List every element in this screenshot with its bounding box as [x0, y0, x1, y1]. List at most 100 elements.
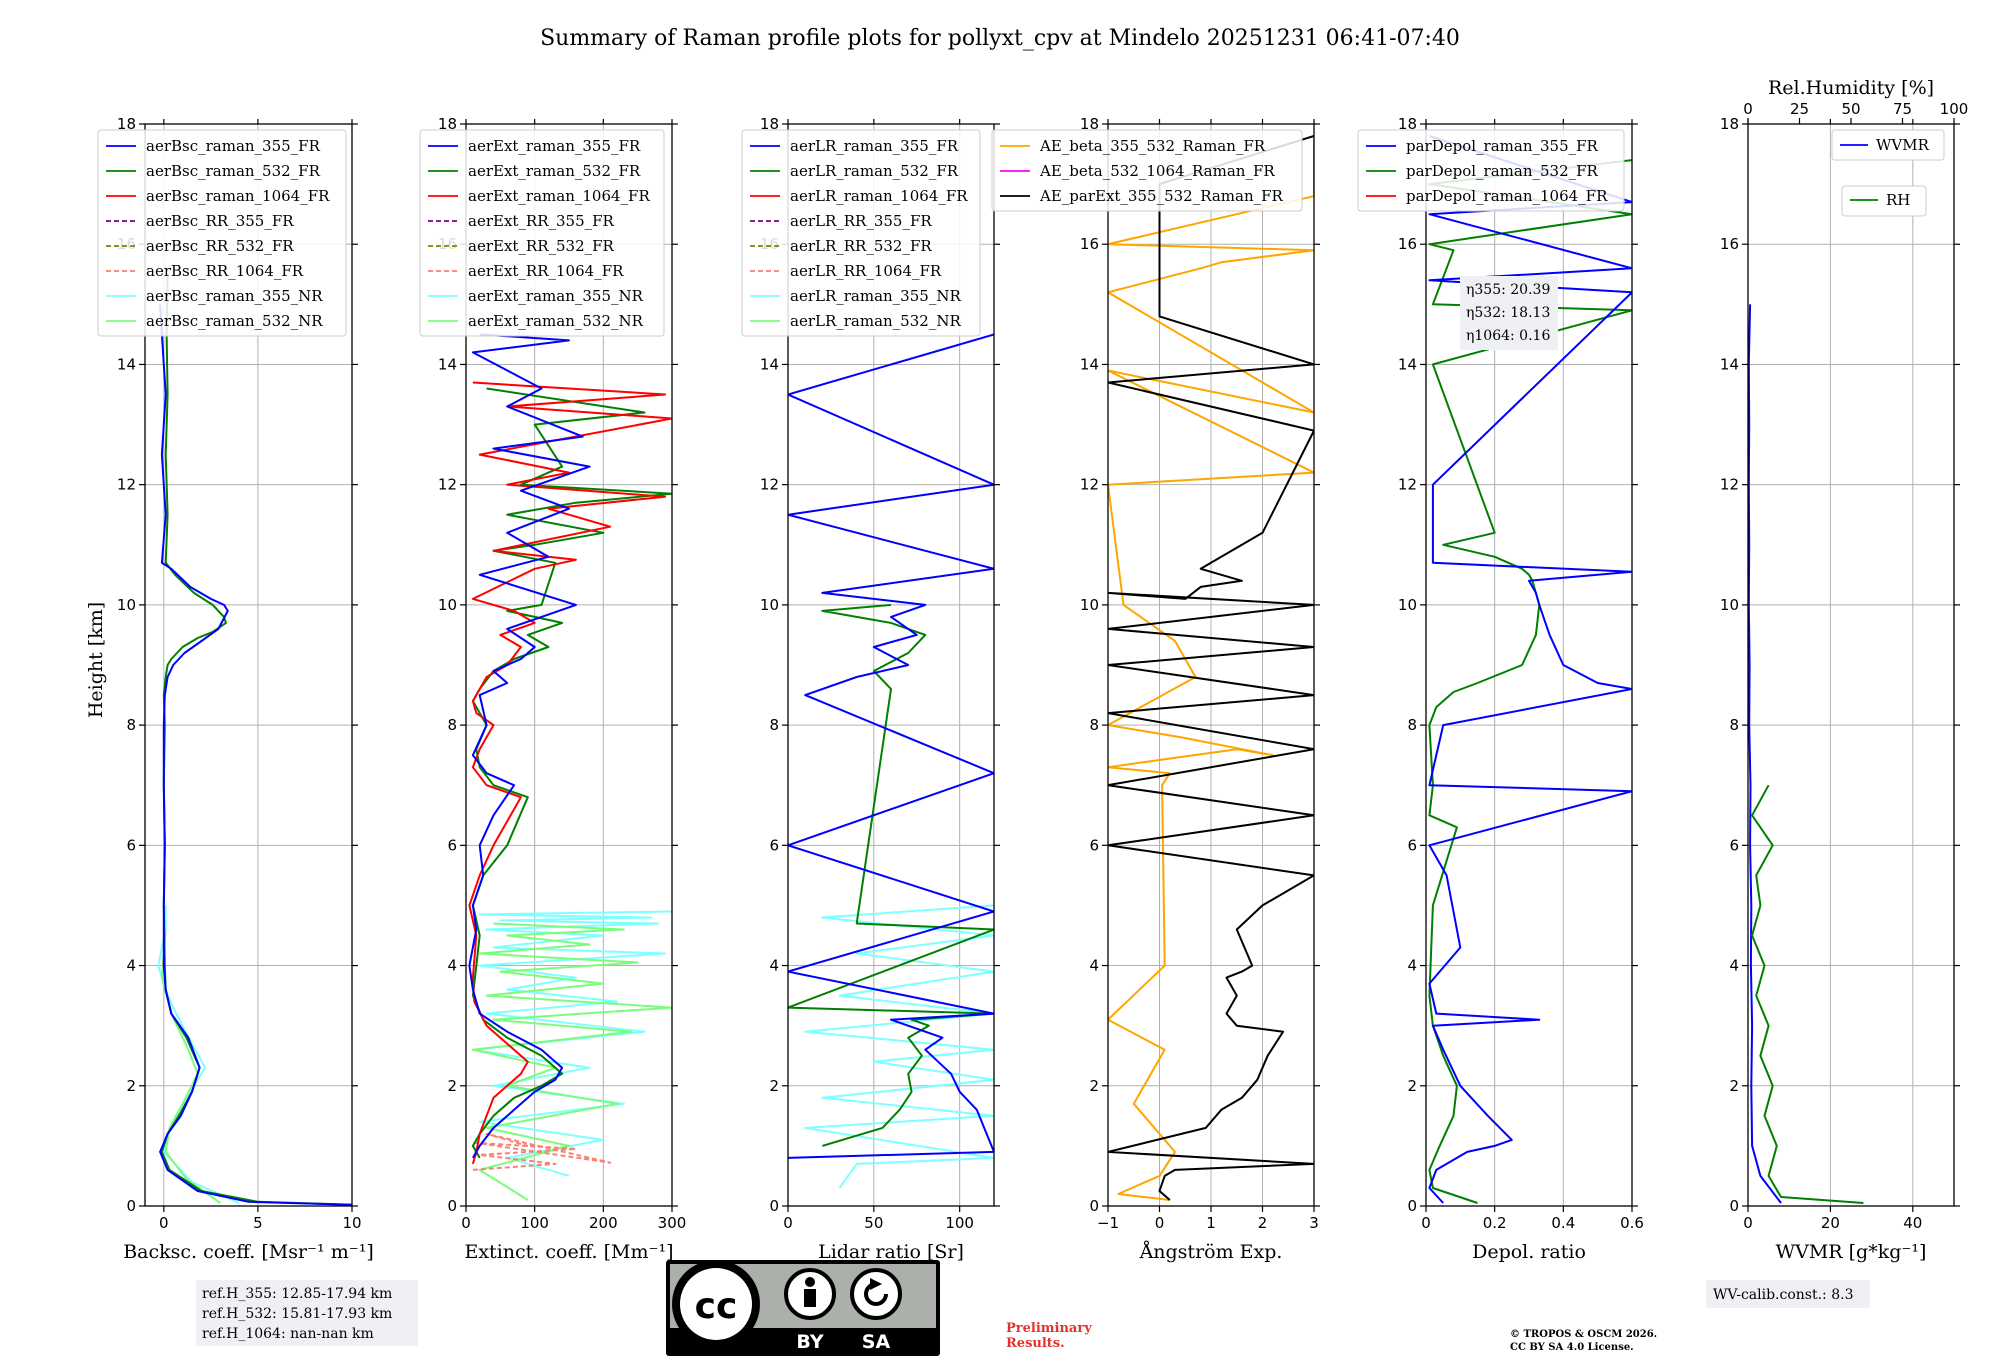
x-tick-label: 100 — [520, 1214, 549, 1232]
eta-label: η532: 18.13 — [1466, 305, 1550, 321]
eta-box — [1460, 276, 1558, 350]
legend-label: AE_parExt_355_532_Raman_FR — [1039, 187, 1284, 205]
y-tick-label: 6 — [1089, 836, 1099, 854]
series-group — [1108, 135, 1314, 1201]
y-tick-label: 14 — [438, 355, 457, 373]
legend-label: aerLR_raman_355_FR — [790, 137, 959, 155]
series-line-aerLR_raman_532_FR — [788, 603, 994, 1147]
legend-label-wvmr: WVMR — [1876, 136, 1930, 154]
x-tick-label: 10 — [342, 1214, 361, 1232]
cc-circle-inner — [680, 1268, 752, 1340]
ref-h-532: ref.H_532: 15.81-17.93 km — [202, 1306, 392, 1322]
y-tick-label: 2 — [1089, 1077, 1099, 1095]
x2-axis-label: Rel.Humidity [%] — [1768, 77, 1934, 99]
x-tick-label: 0.2 — [1483, 1214, 1507, 1232]
series-group — [1748, 304, 1864, 1204]
y-tick-label: 2 — [769, 1077, 779, 1095]
legend-label: aerBsc_RR_1064_FR — [146, 262, 304, 280]
axes-frame — [1425, 123, 1633, 1207]
y-tick-label: 12 — [1398, 476, 1417, 494]
legend-label: aerLR_RR_532_FR — [790, 237, 932, 255]
legend-label: parDepol_raman_1064_FR — [1406, 187, 1608, 205]
y-tick-label: 18 — [1398, 115, 1417, 133]
sa-label: SA — [862, 1331, 891, 1353]
legend-box-wvmr — [1831, 129, 1945, 161]
y-tick-label: 14 — [1398, 355, 1417, 373]
y-tick-label: 10 — [1398, 596, 1417, 614]
series-line-aerLR_raman_355_NR — [804, 904, 994, 1189]
series-line-aerExt_RR_1064_FR — [472, 1132, 612, 1171]
panel-depol: 0 0.2 0.4 0.6 0 2 4 6 8 10 12 14 16 18 Depol. ratio par… — [1357, 115, 1644, 1263]
y-tick-label: 6 — [769, 836, 779, 854]
y-tick-label: 12 — [438, 476, 457, 494]
x-tick-label: 0 — [159, 1214, 169, 1232]
legend-box — [1357, 129, 1625, 212]
preliminary-line-1: Preliminary — [1006, 1321, 1092, 1336]
sa-icon-arrow — [870, 1278, 882, 1290]
y-tick-label: 8 — [769, 716, 779, 734]
x-tick-label: 20 — [1821, 1214, 1840, 1232]
series-line-AE_beta_355_532_Raman_FR — [1108, 136, 1314, 1201]
y-tick-label: 0 — [1089, 1197, 1099, 1215]
legend-label: aerBsc_RR_532_FR — [146, 237, 294, 255]
x-tick-label: 5 — [253, 1214, 263, 1232]
y-tick-label: 12 — [760, 476, 779, 494]
x-tick-label: 0 — [461, 1214, 471, 1232]
series-line-parDepol_raman_355_FR — [1428, 135, 1632, 1204]
x2-tick-label: 100 — [1940, 100, 1969, 118]
ref-h-355: ref.H_355: 12.85-17.94 km — [202, 1286, 392, 1302]
y-tick-label: 0 — [1407, 1197, 1417, 1215]
axes-frame — [1747, 123, 1955, 1207]
wv-calib-box: WV-calib.const.: 8.3 — [1706, 1280, 1870, 1308]
copyright-line-2: CC BY SA 4.0 License. — [1510, 1342, 1634, 1353]
x-axis-label: Depol. ratio — [1472, 1241, 1586, 1263]
panel-bsc: 0510024681012141618Backsc. coeff. [Msr⁻¹… — [97, 115, 374, 1263]
y-tick-label: 12 — [1720, 476, 1739, 494]
legend-label: aerExt_raman_355_NR — [468, 287, 644, 305]
x-axis-label: Ångström Exp. — [1139, 1241, 1283, 1263]
y-tick-label: 14 — [760, 355, 779, 373]
series-group — [157, 274, 352, 1206]
x-tick-label: 50 — [864, 1214, 883, 1232]
legend-bsc: aerBsc_raman_355_FR aerBsc_raman_532_FRae… — [97, 129, 347, 337]
y-tick-label: 10 — [117, 596, 136, 614]
y-tick-label: 2 — [447, 1077, 457, 1095]
series-line-aerBsc_raman_532_NR — [160, 929, 221, 1204]
y-tick-label: 10 — [760, 596, 779, 614]
legend-label: aerLR_raman_532_FR — [790, 162, 959, 180]
legend-label: aerLR_raman_532_NR — [790, 312, 961, 330]
y-tick-label: 8 — [126, 716, 136, 734]
x-tick-label: 2 — [1258, 1214, 1268, 1232]
legend-label: aerBsc_raman_355_NR — [146, 287, 323, 305]
x-axis-label: Extinct. coeff. [Mm⁻¹] — [464, 1241, 673, 1263]
series-line-aerExt_raman_1064_FR — [468, 381, 672, 1165]
y-tick-label: 18 — [760, 115, 779, 133]
series-line-aerExt_raman_355_FR — [468, 333, 591, 1159]
y-tick-label: 14 — [117, 355, 136, 373]
y-tick-label: 8 — [1407, 716, 1417, 734]
x-tick-label: 0.6 — [1620, 1214, 1644, 1232]
cc-license-logo: cc BY SA — [666, 1260, 940, 1356]
series-line-aerExt_raman_532_FR — [471, 387, 672, 1159]
legend-label: aerExt_raman_532_FR — [468, 162, 641, 180]
y-tick-label: 0 — [1729, 1197, 1739, 1215]
legend-label: aerLR_raman_355_NR — [790, 287, 961, 305]
series-line-WVMR — [1748, 304, 1782, 1204]
y-tick-label: 16 — [1720, 235, 1739, 253]
x-tick-label: 40 — [1903, 1214, 1922, 1232]
panel-lr: 050100024681012141618Lidar ratio [Sr]aer… — [741, 115, 1000, 1263]
x-axis-label: WVMR [g*kg⁻¹] — [1776, 1241, 1927, 1263]
axes-frame — [144, 123, 353, 1207]
x2-tick-label: 50 — [1841, 100, 1860, 118]
y-tick-label: 10 — [1720, 596, 1739, 614]
y-tick-label: 16 — [1080, 235, 1099, 253]
legend-box — [419, 129, 665, 337]
y-tick-label: 2 — [1407, 1077, 1417, 1095]
x-tick-label: 0 — [1743, 1214, 1753, 1232]
legend-label: parDepol_raman_355_FR — [1406, 137, 1599, 155]
legend-label-rh: RH — [1886, 191, 1910, 209]
legend-depol: parDepol_raman_355_FR parDepol_raman_532_… — [1357, 129, 1625, 212]
y-tick-label: 2 — [1729, 1077, 1739, 1095]
legend-label: aerBsc_raman_532_NR — [146, 312, 323, 330]
